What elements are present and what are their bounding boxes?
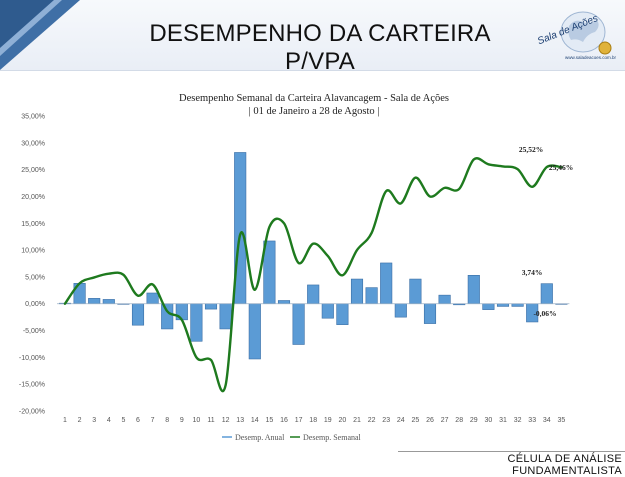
bar (511, 303, 524, 307)
performance-chart: Desempenho Semanal da Carteira Alavancag… (19, 93, 573, 442)
y-tick-label: 20,00% (21, 194, 45, 201)
x-tick-label: 2 (78, 417, 82, 424)
bar (423, 303, 437, 324)
bar (438, 294, 451, 305)
bar (161, 303, 174, 330)
x-tick-label: 33 (528, 417, 536, 424)
sala-de-acoes-logo: Sala de Ações www.saladeacoes.com.br (536, 11, 617, 60)
x-tick-label: 10 (193, 417, 201, 424)
logo-subtitle: www.saladeacoes.com.br (565, 55, 617, 60)
slide-header: DESEMPENHO DA CARTEIRA P/VPA Sala de Açõ… (0, 0, 625, 75)
bar (336, 303, 349, 325)
bar (190, 303, 203, 342)
y-tick-label: 25,00% (21, 167, 45, 174)
bar (394, 303, 407, 318)
annotation-minus-0-06: -0,06% (533, 309, 556, 318)
x-tick-label: 5 (121, 417, 125, 424)
x-tick-label: 26 (426, 417, 434, 424)
x-tick-label: 1 (63, 417, 67, 424)
x-tick-label: 35 (558, 417, 566, 424)
bar (219, 303, 232, 330)
bar (204, 303, 218, 310)
x-tick-label: 34 (543, 417, 551, 424)
y-tick-label: -20,00% (19, 409, 45, 416)
chart-subtitle: | 01 de Janeiro a 28 de Agosto | (249, 106, 380, 117)
y-tick-label: -15,00% (19, 382, 45, 389)
bar (307, 284, 320, 305)
x-tick-label: 17 (295, 417, 303, 424)
x-tick-label: 16 (280, 417, 288, 424)
annotations: 25,52% 25,46% 3,74% -0,06% (519, 145, 573, 318)
x-tick-label: 28 (455, 417, 463, 424)
x-tick-label: 22 (368, 417, 376, 424)
x-tick-label: 19 (324, 417, 332, 424)
footer-divider (398, 451, 625, 452)
x-axis-ticks: 1 2 3 4 5 6 7 8 9 10 11 12 13 14 15 16 17 18 19 20 21 22 23 24 2… (63, 417, 565, 424)
chart-area: Desempenho Semanal da Carteira Alavancag… (0, 78, 625, 450)
bar (540, 283, 553, 305)
bar (102, 299, 115, 305)
x-tick-label: 8 (165, 417, 169, 424)
annual-line (63, 157, 563, 393)
bar (482, 303, 495, 310)
x-tick-label: 9 (180, 417, 184, 424)
x-tick-label: 23 (382, 417, 390, 424)
annotation-25-52: 25,52% (519, 145, 543, 154)
footer-text: CÉLULA DE ANÁLISE FUNDAMENTALISTA (507, 453, 622, 477)
legend: Desemp. Anual Desemp. Semanal (222, 433, 362, 442)
bar (380, 262, 393, 305)
x-tick-label: 29 (470, 417, 478, 424)
y-tick-label: -5,00% (23, 328, 45, 335)
x-tick-label: 32 (514, 417, 522, 424)
bar (146, 292, 159, 305)
bar (263, 240, 276, 305)
bar (321, 303, 334, 319)
x-tick-label: 27 (441, 417, 449, 424)
bar (467, 275, 480, 305)
y-tick-label: 0,00% (25, 301, 45, 308)
chart-title: Desempenho Semanal da Carteira Alavancag… (179, 93, 449, 104)
bar (248, 303, 261, 360)
x-tick-label: 15 (266, 417, 274, 424)
annual-series-line (63, 157, 563, 393)
y-axis-ticks: 35,00% 30,00% 25,00% 20,00% 15,00% 10,00% 5,00… (19, 114, 45, 416)
x-tick-label: 14 (251, 417, 259, 424)
x-tick-label: 6 (136, 417, 140, 424)
y-tick-label: 30,00% (21, 140, 45, 147)
annotation-3-74: 3,74% (522, 268, 543, 277)
bar (131, 303, 145, 326)
x-tick-label: 12 (222, 417, 230, 424)
corner-decoration (0, 0, 80, 70)
y-tick-label: 10,00% (21, 248, 45, 255)
y-tick-label: 5,00% (25, 274, 45, 281)
bar (365, 287, 378, 305)
bar (292, 303, 305, 345)
x-tick-label: 25 (412, 417, 420, 424)
x-tick-label: 13 (236, 417, 244, 424)
x-tick-label: 11 (207, 417, 214, 424)
legend-semanal-label: Desemp. Semanal (303, 433, 362, 442)
bar (409, 278, 422, 305)
x-tick-label: 30 (485, 417, 493, 424)
x-tick-label: 18 (309, 417, 317, 424)
legend-anual-label: Desemp. Anual (235, 433, 285, 442)
bar (496, 303, 510, 307)
x-tick-label: 24 (397, 417, 405, 424)
x-tick-label: 3 (92, 417, 96, 424)
x-tick-label: 7 (151, 417, 155, 424)
x-tick-label: 4 (107, 417, 111, 424)
y-tick-label: 35,00% (21, 114, 45, 121)
x-tick-label: 31 (499, 417, 507, 424)
weekly-bars (58, 152, 568, 360)
bar (277, 300, 291, 305)
bar (350, 278, 364, 305)
y-tick-label: 15,00% (21, 221, 45, 228)
x-tick-label: 20 (339, 417, 347, 424)
x-tick-label: 21 (353, 417, 361, 424)
annotation-25-46: 25,46% (549, 163, 573, 172)
slide-title: DESEMPENHO DA CARTEIRA P/VPA (149, 20, 491, 75)
bar (88, 298, 101, 305)
y-tick-label: -10,00% (19, 355, 45, 362)
